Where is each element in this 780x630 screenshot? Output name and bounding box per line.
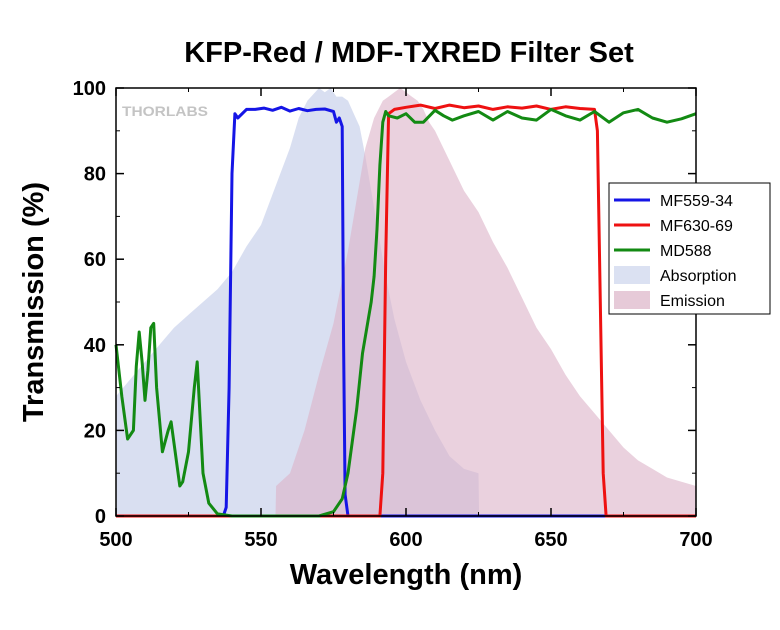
- legend-label-mf559-34: MF559-34: [660, 193, 733, 210]
- y-axis-label: Transmission (%): [18, 182, 50, 422]
- legend-label-md588: MD588: [660, 243, 712, 260]
- x-axis-label: Wavelength (nm): [290, 559, 523, 591]
- area-series-absorption: [116, 88, 696, 516]
- line-series-md588: [114, 107, 697, 518]
- watermark-logo: THORLABS: [122, 103, 208, 119]
- y-tick-label: 80: [84, 164, 106, 186]
- y-tick-label: 0: [95, 506, 106, 528]
- y-tick-label: 100: [73, 78, 106, 100]
- y-tick-label: 40: [84, 335, 106, 357]
- x-tick-label: 600: [389, 529, 422, 551]
- y-tick-label: 20: [84, 420, 106, 442]
- line-series-mf559-34: [116, 105, 696, 518]
- legend: MF559-34 MF630-69 MD588 Absorption Emission: [608, 182, 771, 315]
- y-tick-label: 60: [84, 249, 106, 271]
- y-axis: 0 20 40 60 80 100: [73, 78, 696, 528]
- legend-label-absorption: Absorption: [660, 268, 737, 285]
- legend-label-emission: Emission: [660, 293, 725, 310]
- line-layer: [114, 103, 697, 518]
- legend-swatch-absorption: [614, 266, 650, 284]
- legend-label-mf630-69: MF630-69: [660, 218, 733, 235]
- x-axis: 500 550 600 650 700: [99, 88, 713, 551]
- legend-swatch-emission: [614, 291, 650, 309]
- area-series-emission: [116, 88, 696, 516]
- x-tick-label: 700: [679, 529, 712, 551]
- x-tick-label: 650: [534, 529, 567, 551]
- area-layer: [116, 88, 696, 516]
- chart-title: KFP-Red / MDF-TXRED Filter Set: [184, 37, 634, 69]
- x-tick-label: 500: [99, 529, 132, 551]
- x-tick-label: 550: [244, 529, 277, 551]
